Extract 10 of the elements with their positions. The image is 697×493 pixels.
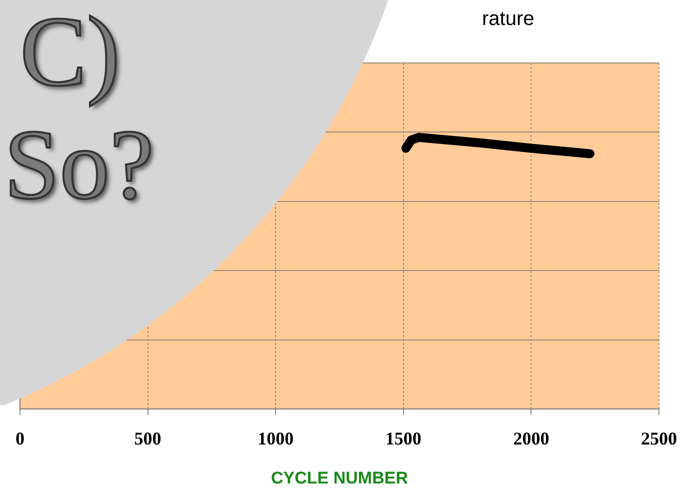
x-tick-label: 2500 bbox=[641, 428, 677, 448]
chart-title: rature bbox=[482, 8, 534, 31]
annotation: So? bbox=[4, 109, 154, 220]
x-tick-label: 1500 bbox=[385, 428, 422, 448]
x-axis-title: CYCLE NUMBER bbox=[271, 468, 408, 488]
text: C) bbox=[20, 0, 120, 107]
x-tick-label: 500 bbox=[134, 428, 162, 448]
x-tick-label: 2000 bbox=[513, 428, 550, 448]
x-tick-label: 0 bbox=[16, 428, 24, 448]
x-tick-label: 1000 bbox=[258, 428, 294, 448]
